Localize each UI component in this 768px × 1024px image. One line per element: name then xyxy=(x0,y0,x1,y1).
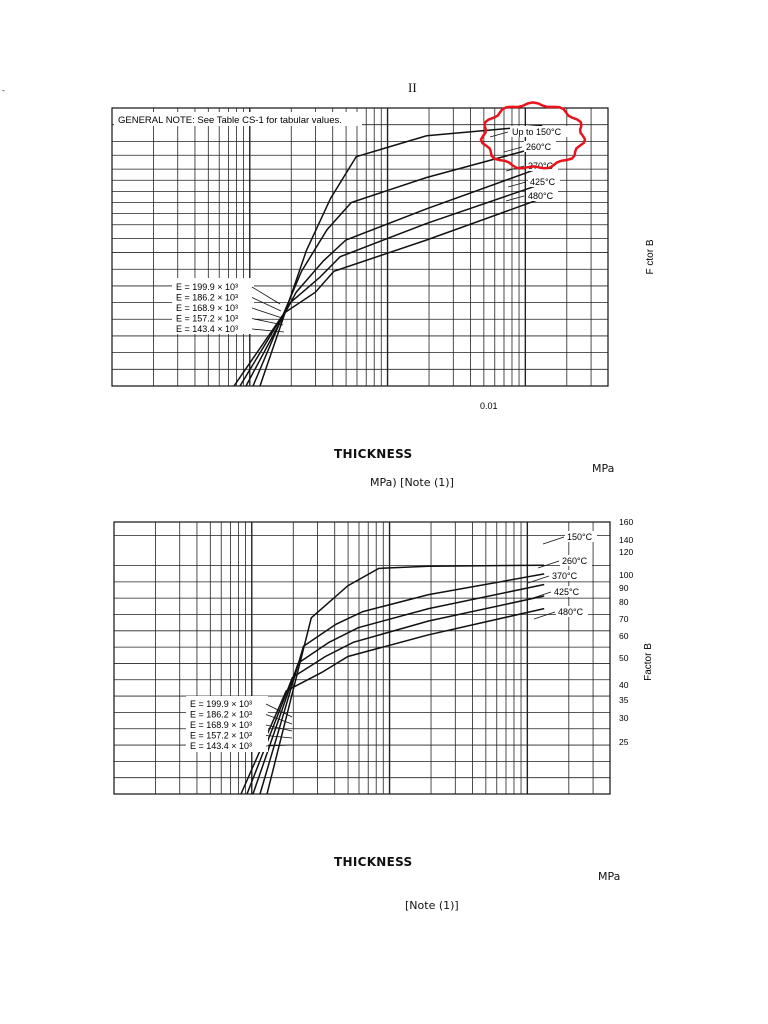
temp-label-bg xyxy=(552,586,584,597)
e-label: E = 143.4 × 10³ xyxy=(190,741,252,751)
temp-label: 480°C xyxy=(528,191,554,201)
y-tick-label: 35 xyxy=(619,695,629,705)
temp-label-leader xyxy=(533,611,556,620)
chart-2-grid-frame xyxy=(113,521,611,795)
e-label-leader xyxy=(251,307,283,319)
temp-label-bg xyxy=(556,606,588,617)
chart-1-ylabel: F ctor B xyxy=(645,239,656,274)
e-label-leader xyxy=(251,297,282,312)
x-tick-label: 0.01 xyxy=(480,401,498,411)
temp-label: 370°C xyxy=(552,571,578,581)
e-label: E = 168.9 × 10³ xyxy=(176,303,238,313)
chart-2-curve xyxy=(240,607,545,795)
chart-1-units: MPa xyxy=(592,462,615,475)
chart-2-temp-labels: 150°C 260°C 370°C 425°C 480°C xyxy=(527,531,597,620)
corner-mark: - xyxy=(2,86,5,95)
y-tick-label: 140 xyxy=(619,535,633,545)
e-label: E = 143.4 × 10³ xyxy=(176,324,238,334)
chart-2-grid xyxy=(113,521,611,795)
chart-1-curve xyxy=(245,166,543,387)
chart-1-curve xyxy=(233,197,543,387)
chart-1-units-note: MPa) [Note (1)] xyxy=(370,476,454,489)
e-label: E = 168.9 × 10³ xyxy=(190,720,252,730)
temp-label: 370°C xyxy=(528,161,554,171)
chart-1-grid-frame xyxy=(111,107,609,387)
page-roman-numeral: II xyxy=(408,80,417,95)
chart-2-ylabel: Factor B xyxy=(643,643,654,681)
chart-2-curves xyxy=(240,564,545,795)
general-note: GENERAL NOTE: See Table CS-1 for tabular… xyxy=(118,115,342,126)
chart-1-curve xyxy=(259,124,543,387)
temp-label-leader xyxy=(527,575,550,584)
e-label-leader xyxy=(265,724,293,732)
chart-2-y-ticks: 160 140 120 100 90 80 70 60 50 40 35 30 25 xyxy=(619,517,633,747)
temp-label: 480°C xyxy=(558,607,584,617)
e-label-leader xyxy=(265,714,293,725)
chart-1-curves xyxy=(233,124,543,387)
e-label-leader xyxy=(251,328,285,333)
y-tick-label: 80 xyxy=(619,597,629,607)
temp-label-bg xyxy=(524,141,556,152)
y-tick-label: 160 xyxy=(619,517,633,527)
y-tick-label: 50 xyxy=(619,653,629,663)
chart-2-xlabel: THICKNESS xyxy=(334,855,413,869)
temp-label-bg xyxy=(560,555,592,566)
temp-label-leader xyxy=(542,536,565,545)
e-label: E = 199.9 × 10³ xyxy=(176,282,238,292)
temp-label-bg xyxy=(526,190,558,201)
temp-label-leader xyxy=(505,195,525,202)
temp-label: 260°C xyxy=(526,142,552,152)
e-label-box xyxy=(186,696,268,752)
temp-label-leader xyxy=(507,181,527,188)
highlight-circle xyxy=(479,101,587,170)
chart-2-curve xyxy=(246,595,545,795)
general-note-bg xyxy=(114,112,362,126)
temp-label: Up to 150°C xyxy=(512,127,562,137)
e-label-box xyxy=(172,278,254,334)
y-tick-label: 30 xyxy=(619,713,629,723)
temp-label: 425°C xyxy=(554,587,580,597)
temp-label-leader xyxy=(537,560,560,569)
e-label: E = 199.9 × 10³ xyxy=(190,699,252,709)
e-label-leader xyxy=(251,286,281,305)
temp-label-leader xyxy=(529,591,552,600)
temp-label-bg xyxy=(550,570,582,581)
chart-1-curve xyxy=(252,145,543,387)
y-tick-label: 90 xyxy=(619,583,629,593)
y-tick-label: 70 xyxy=(619,614,629,624)
e-label: E = 186.2 × 10³ xyxy=(190,710,252,720)
e-label-leader xyxy=(251,318,284,326)
temp-label-bg xyxy=(528,176,560,187)
temp-label-bg xyxy=(510,126,568,137)
chart-2-units: MPa xyxy=(598,870,621,883)
y-tick-label: 60 xyxy=(619,631,629,641)
chart-2-units-note: [Note (1)] xyxy=(405,899,459,912)
y-tick-label: 25 xyxy=(619,737,629,747)
chart-1-temp-labels: Up to 150°C 260°C 370°C 425°C 480°C xyxy=(489,126,568,202)
temp-label-bg xyxy=(565,531,597,542)
e-label: E = 157.2 × 10³ xyxy=(190,731,252,741)
e-label: E = 186.2 × 10³ xyxy=(176,293,238,303)
e-label-leader xyxy=(265,703,293,718)
y-tick-label: 40 xyxy=(619,680,629,690)
temp-label-leader xyxy=(489,131,509,138)
temp-label-leader xyxy=(503,146,523,153)
y-tick-label: 100 xyxy=(619,570,633,580)
temp-label-leader xyxy=(505,165,525,172)
e-label-leader xyxy=(265,735,293,739)
temp-label: 260°C xyxy=(562,556,588,566)
temp-label-bg xyxy=(526,160,558,171)
chart-2-curve xyxy=(252,583,545,795)
temp-label: 150°C xyxy=(567,532,593,542)
y-tick-label: 120 xyxy=(619,547,633,557)
e-label-leader xyxy=(265,744,293,747)
temp-label: 425°C xyxy=(530,177,556,187)
chart-1-xlabel: THICKNESS xyxy=(334,447,413,461)
e-label: E = 157.2 × 10³ xyxy=(176,314,238,324)
